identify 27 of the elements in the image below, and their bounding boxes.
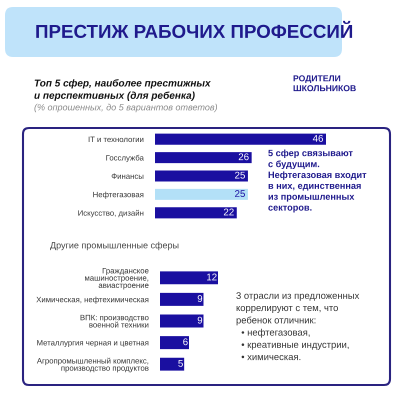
bar: [155, 188, 248, 200]
text: РОДИТЕЛИ ШКОЛЬНИКОВ: [294, 75, 356, 92]
bar: [155, 207, 237, 218]
data-label: 25: [235, 190, 245, 198]
text: 3 отрасли из предложенных коррелируют с тем, что ребенок отличник: • нефтегазовая, • креативные индустрии, • химическая.: [236, 292, 360, 360]
bar: [160, 314, 204, 328]
bar: [160, 336, 189, 350]
data-label: 5: [178, 360, 183, 367]
data-label: 22: [224, 208, 234, 216]
data-label: 6: [183, 338, 188, 346]
annotation: 5 сфер связывают с будущим. Нефтегазовая входит в них, единственная из промышленных секторов.: [268, 150, 366, 212]
data-label: 9: [198, 295, 202, 302]
data-label: 26: [238, 153, 249, 160]
chart-subtitle: Топ 5 сфер, наиболее престижных и перспективных (для ребенка): [34, 79, 211, 101]
bar: [155, 134, 326, 145]
bar: [160, 358, 184, 371]
data-label: 25: [235, 172, 245, 179]
bar: [155, 170, 248, 182]
data-label: 9: [198, 316, 202, 324]
chart-title: Другие промышленные сферы: [50, 242, 178, 250]
data-label: 46: [312, 134, 324, 142]
bar: [160, 292, 204, 306]
text: (% опрошенных, до 5 вариантов ответов): [34, 104, 218, 112]
chart-title: ПРЕСТИЖ РАБОЧИХ ПРОФЕССИЙ: [36, 20, 352, 38]
bar: [155, 152, 252, 164]
data-label: 12: [207, 274, 217, 280]
bar: [160, 271, 218, 284]
